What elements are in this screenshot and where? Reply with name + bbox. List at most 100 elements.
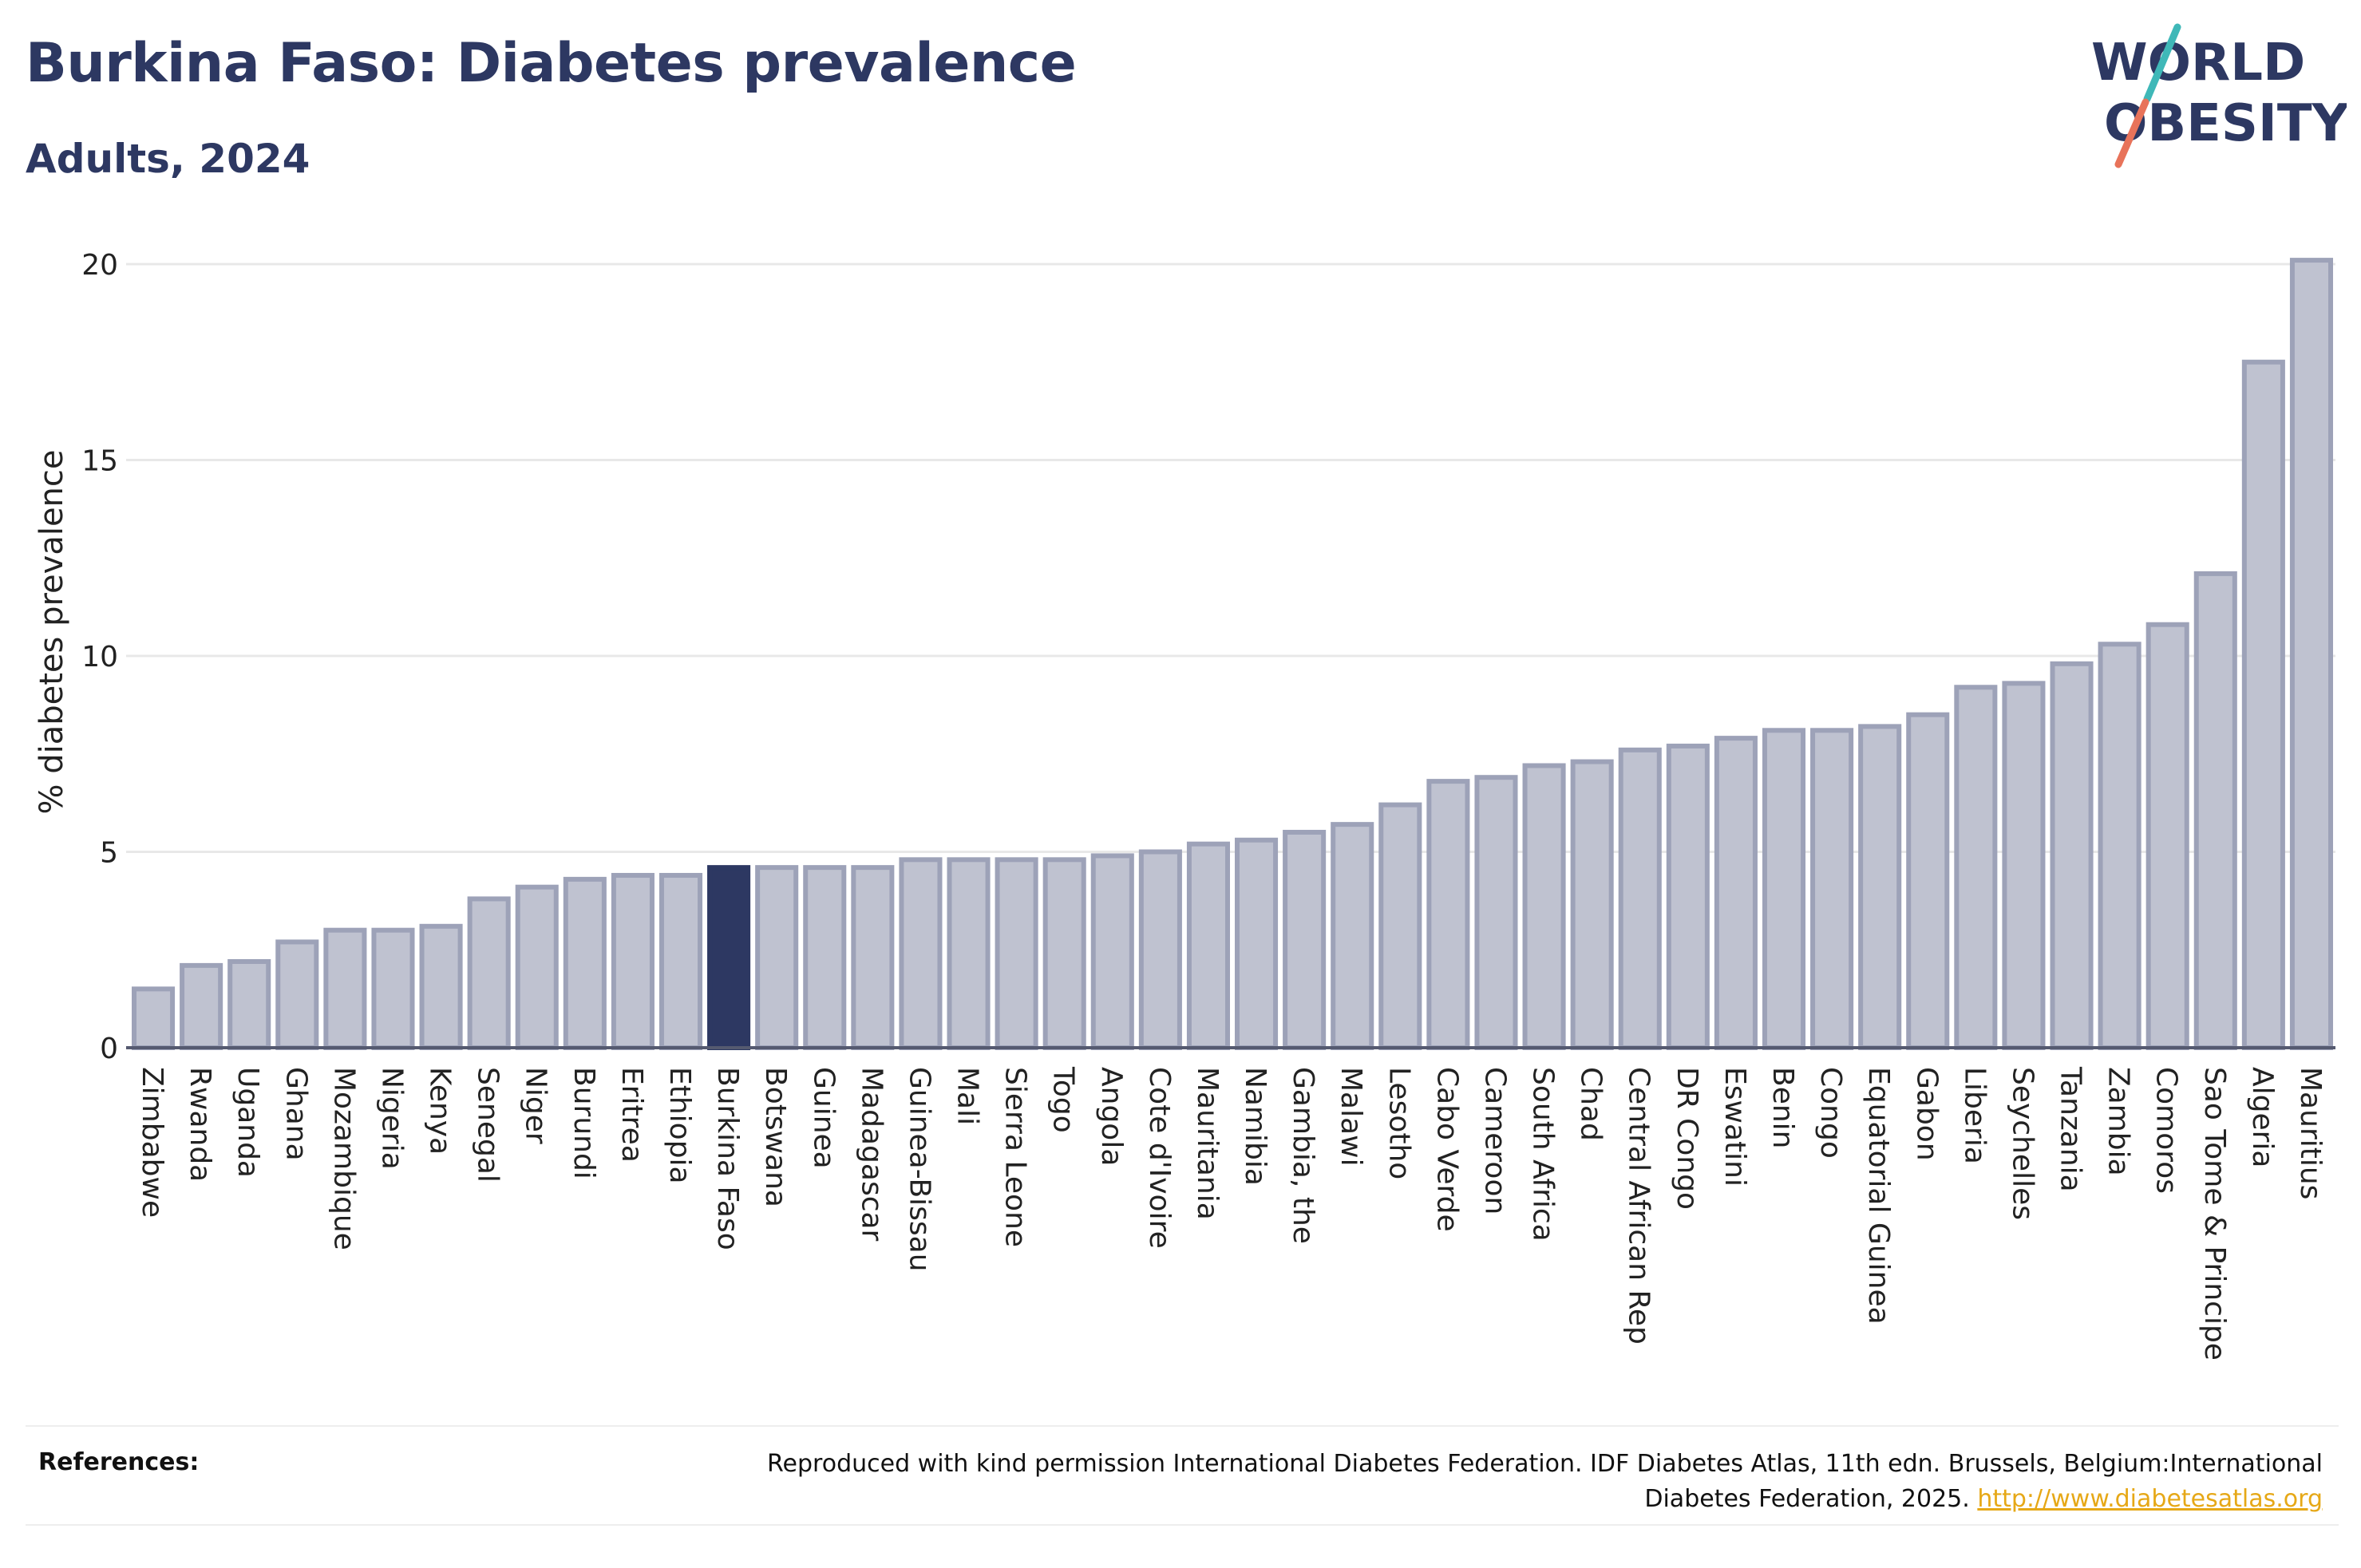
y-tick-label: 0 — [100, 1033, 118, 1065]
x-tick-label: Liberia — [1958, 1067, 1991, 1164]
chart-title: Burkina Faso: Diabetes prevalence — [26, 32, 1077, 95]
x-tick-label: Sao Tome & Principe — [2198, 1067, 2231, 1361]
bar — [1906, 712, 1950, 1051]
x-tick-label: Comoros — [2150, 1067, 2183, 1194]
bar — [2098, 642, 2142, 1051]
bar — [1378, 802, 1422, 1051]
bar — [1762, 728, 1806, 1050]
x-tick-label: Ghana — [279, 1067, 312, 1161]
x-tick-label: Sierra Leone — [999, 1067, 1032, 1247]
bar — [132, 986, 176, 1050]
x-tick-label: Eswatini — [1718, 1067, 1751, 1187]
x-tick-label: DR Congo — [1671, 1067, 1703, 1210]
x-tick-label: Gambia, the — [1287, 1067, 1319, 1244]
x-tick-label: Malawi — [1335, 1067, 1367, 1167]
x-tick-label: Mali — [951, 1067, 984, 1125]
references-divider-top — [26, 1425, 2339, 1427]
bar — [947, 857, 991, 1050]
bar — [1954, 685, 1998, 1051]
bar — [1042, 857, 1086, 1050]
x-tick-label: Niger — [520, 1067, 552, 1144]
y-tick-label: 20 — [81, 249, 118, 282]
bar-highlighted — [707, 865, 751, 1051]
x-tick-label: Guinea-Bissau — [903, 1067, 935, 1272]
y-tick-labels: 0 5 10 15 20 — [81, 249, 118, 1065]
x-tick-label: Eritrea — [615, 1067, 648, 1163]
references-divider-bottom — [26, 1524, 2339, 1526]
bar — [1810, 728, 1854, 1050]
references-label: References: — [38, 1448, 200, 1476]
y-tick-label: 10 — [81, 641, 118, 673]
bar — [611, 872, 655, 1050]
bar — [1090, 853, 1134, 1051]
x-tick-label: Gabon — [1910, 1067, 1943, 1161]
x-tick-label: Senegal — [472, 1067, 504, 1183]
bar — [1666, 743, 1710, 1050]
x-tick-label: Cabo Verde — [1430, 1067, 1463, 1232]
bar — [2193, 571, 2237, 1050]
bar — [275, 939, 319, 1051]
bar — [2241, 359, 2285, 1050]
bar — [1331, 822, 1374, 1050]
y-axis-label: % diabetes prevalence — [34, 449, 70, 814]
y-tick-label: 5 — [100, 837, 118, 870]
bar — [2050, 661, 2094, 1050]
x-tick-label: Burkina Faso — [711, 1067, 744, 1250]
bar — [419, 923, 463, 1051]
x-tick-label: Congo — [1814, 1067, 1847, 1159]
x-tick-label: Madagascar — [855, 1067, 888, 1242]
x-tick-label: Zambia — [2102, 1067, 2135, 1176]
references-citation: Reproduced with kind permission Internat… — [767, 1450, 2323, 1513]
references-text: Reproduced with kind permission Internat… — [726, 1447, 2323, 1517]
x-tick-label: Angola — [1095, 1067, 1128, 1166]
bar — [755, 865, 799, 1051]
bar — [899, 857, 943, 1050]
references-link[interactable]: http://www.diabetesatlas.org — [1977, 1485, 2323, 1513]
x-tick-label: Namibia — [1239, 1067, 1271, 1186]
x-tick-label: Equatorial Guinea — [1862, 1067, 1895, 1325]
x-tick-label: Seychelles — [2006, 1067, 2039, 1220]
bar — [1138, 849, 1182, 1050]
x-tick-label: Algeria — [2246, 1067, 2279, 1168]
bar — [1283, 829, 1327, 1050]
bar — [1235, 837, 1279, 1051]
x-tick-label: Benin — [1766, 1067, 1799, 1148]
world-obesity-logo: WORLD OBESITY — [2091, 23, 2347, 168]
bar — [851, 865, 895, 1051]
x-tick-label: Tanzania — [2055, 1066, 2087, 1192]
x-tick-label: Ethiopia — [663, 1067, 696, 1184]
y-tick-label: 15 — [81, 445, 118, 478]
bar-chart: 0 5 10 15 20 Zimbabwe Rwanda Uganda Ghana Mozamb… — [34, 249, 2335, 1361]
x-tick-labels: Zimbabwe Rwanda Uganda Ghana Mozambique Niger… — [136, 1066, 2327, 1361]
x-tick-label: Kenya — [424, 1067, 457, 1155]
bar — [563, 876, 607, 1050]
x-tick-label: Nigeria — [375, 1067, 408, 1170]
bar — [995, 857, 1038, 1050]
x-tick-label: South Africa — [1527, 1067, 1560, 1242]
x-tick-label: Botswana — [759, 1067, 792, 1207]
chart-subtitle: Adults, 2024 — [26, 136, 310, 182]
bar — [1522, 763, 1566, 1050]
bar — [803, 865, 847, 1051]
bar — [227, 958, 271, 1050]
x-tick-label: Togo — [1047, 1066, 1080, 1133]
bar — [2145, 622, 2189, 1050]
bar — [467, 896, 511, 1051]
bar — [1186, 841, 1230, 1051]
x-tick-label: Central African Rep — [1623, 1067, 1655, 1345]
bar — [2289, 258, 2333, 1050]
x-tick-label: Zimbabwe — [136, 1067, 168, 1218]
svg-text:WORLD: WORLD — [2091, 34, 2305, 93]
x-tick-label: Mozambique — [327, 1067, 360, 1250]
x-tick-label: Rwanda — [184, 1067, 216, 1182]
bar — [1426, 779, 1470, 1050]
x-tick-label: Mauritius — [2294, 1067, 2327, 1199]
bar — [2002, 681, 2046, 1050]
x-tick-label: Cote d'Ivoire — [1143, 1067, 1176, 1249]
x-tick-label: Lesotho — [1382, 1067, 1415, 1179]
x-tick-label: Cameroon — [1478, 1067, 1511, 1215]
bar — [323, 927, 367, 1050]
x-tick-label: Chad — [1575, 1067, 1608, 1141]
bar — [1618, 747, 1662, 1051]
x-tick-label: Burundi — [568, 1067, 600, 1179]
